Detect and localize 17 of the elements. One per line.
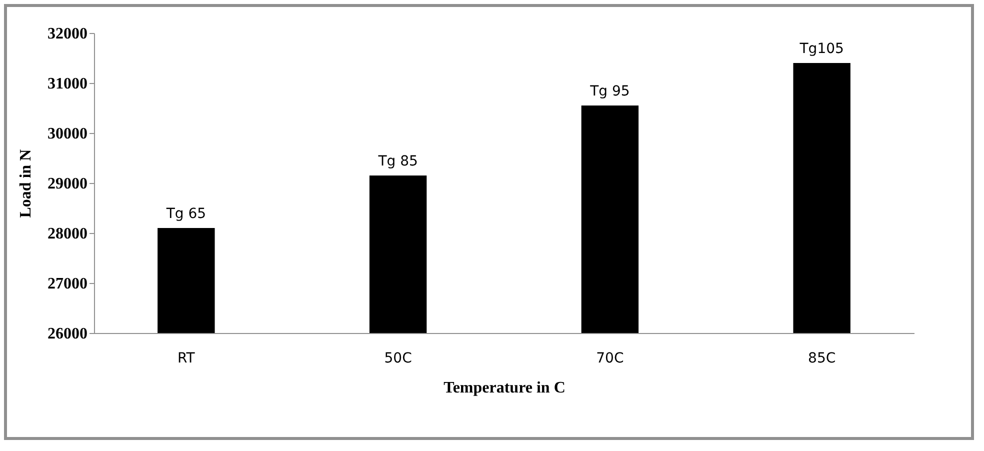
y-axis-title: Load in N bbox=[18, 148, 34, 218]
data-label: Tg 95 bbox=[589, 84, 630, 100]
y-tick-label: 30000 bbox=[48, 126, 88, 142]
data-label: Tg105 bbox=[798, 41, 844, 57]
y-tick-label: 31000 bbox=[48, 76, 88, 92]
y-tick-label: 29000 bbox=[48, 176, 88, 192]
x-axis-title: Temperature in C bbox=[444, 380, 566, 396]
x-tick-label: 70C bbox=[596, 350, 624, 366]
data-label: Tg 85 bbox=[377, 154, 418, 170]
x-tick-label: 50C bbox=[384, 350, 412, 366]
x-tick-label: 85C bbox=[808, 350, 836, 366]
y-tick-label: 28000 bbox=[48, 226, 88, 242]
data-label: Tg 65 bbox=[165, 206, 206, 222]
x-tick-label: RT bbox=[178, 350, 196, 366]
y-tick-label: 26000 bbox=[48, 326, 88, 342]
y-tick-label: 32000 bbox=[48, 26, 88, 42]
y-tick-label: 27000 bbox=[48, 276, 88, 292]
